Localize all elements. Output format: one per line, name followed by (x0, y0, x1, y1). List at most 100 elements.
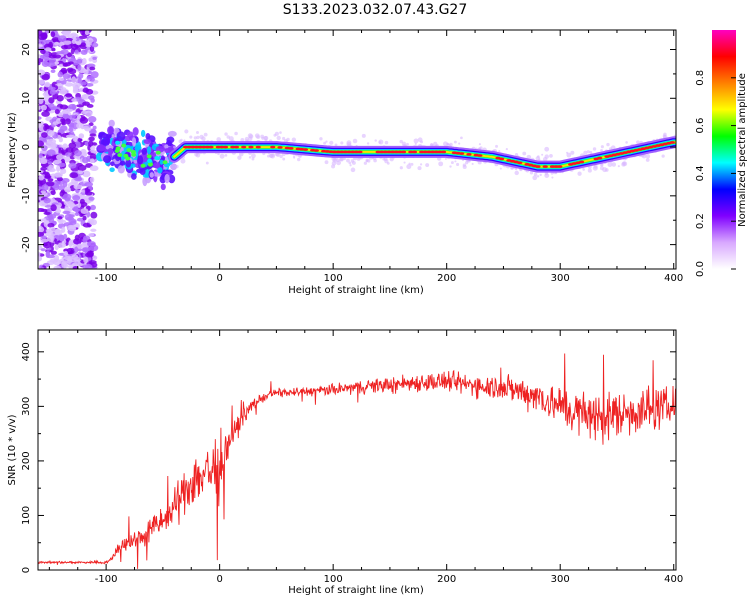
colorbar-tick-label: 0.6 (695, 118, 706, 134)
bottom-y-tick-label: 100 (21, 506, 32, 525)
scatter-peak (162, 160, 168, 165)
scatter-peak (115, 140, 121, 145)
ridge-peak (393, 150, 399, 154)
top-x-axis-label: Height of straight line (km) (288, 285, 424, 296)
colorbar-tick-label: 0.8 (695, 70, 706, 86)
ridge-peak (440, 150, 447, 154)
bottom-y-tick-label: 300 (21, 397, 32, 416)
top-plot-frame (37, 29, 677, 270)
top-y-tick-label: 10 (21, 92, 32, 105)
ridge-peak (346, 150, 352, 154)
ridge-peak (313, 149, 319, 152)
ridge-peak (288, 147, 294, 150)
scatter-peak (140, 163, 146, 168)
top-y-tick-label: -20 (21, 236, 32, 252)
ridge-peak (477, 154, 483, 157)
bottom-plot-frame (37, 329, 677, 571)
scatter-peak (147, 158, 153, 163)
scatter-peak (114, 148, 120, 153)
ridge-peak (499, 157, 505, 161)
bottom-x-tick-label: 200 (437, 574, 456, 585)
chart-title: S133.2023.032.07.43.G27 (282, 2, 468, 18)
bottom-x-tick-label: 400 (664, 574, 683, 585)
top-x-tick-label: -100 (95, 273, 118, 284)
scatter-peak (117, 152, 123, 157)
ridge-peak (197, 145, 203, 149)
ridge-peak (193, 145, 200, 149)
ridge-peak (466, 153, 472, 156)
bottom-y-axis-label: SNR (10 * v/v) (7, 414, 18, 485)
bottom-y-tick-label: 400 (21, 342, 32, 361)
ridge-peak (204, 145, 210, 149)
top-y-tick-label: 20 (21, 43, 32, 56)
ridge-peak (426, 150, 432, 154)
ridge-peak (597, 156, 603, 160)
scatter-peak (130, 149, 136, 154)
scatter-peak (126, 148, 132, 153)
ridge-peak (331, 150, 338, 154)
ridge-peak (186, 145, 192, 149)
top-y-tick-label: 0 (21, 144, 32, 150)
ridge-peak (386, 150, 392, 154)
top-x-tick-label: 100 (324, 273, 343, 284)
ridge-peak (535, 165, 541, 168)
top-x-tick-label: 300 (551, 273, 570, 284)
ridge-peak (669, 141, 675, 144)
ridge-peak (379, 150, 385, 154)
ridge-peak (390, 150, 396, 154)
colorbar-tick-label: 0.2 (695, 213, 706, 229)
top-x-tick-label: 200 (437, 273, 456, 284)
colorbar-tick-label: 0.4 (695, 165, 706, 181)
scatter-peak (155, 150, 161, 155)
ridge-peak (248, 145, 254, 149)
snr-body (38, 353, 676, 569)
ridge-peak (422, 150, 428, 154)
top-y-axis-label: Frequency (Hz) (7, 112, 18, 188)
scatter-peak (146, 154, 152, 159)
ridge-peak (190, 145, 196, 149)
bottom-x-tick-label: -100 (95, 574, 118, 585)
ridge-peak (219, 145, 225, 149)
ridge-peak (357, 150, 363, 154)
ridge-peak (182, 145, 189, 149)
spectrogram-body (38, 30, 676, 269)
ridge-peak (397, 150, 403, 154)
ridge-peak (233, 145, 240, 149)
ridge-peak (408, 150, 414, 154)
scatter-peak (125, 156, 131, 161)
ridge-peak (430, 150, 436, 154)
ridge-peak (578, 160, 585, 164)
ridge-peak (270, 145, 276, 149)
ridge-peak (433, 150, 439, 154)
top-x-tick-label: 400 (664, 273, 683, 284)
ridge-peak (201, 145, 207, 149)
ridge-peak (277, 146, 283, 149)
bottom-x-axis-label: Height of straight line (km) (288, 585, 424, 596)
ridge-peak (255, 145, 261, 149)
ridge-peak (553, 165, 559, 168)
snr-series-line (38, 353, 676, 569)
ridge-peak (400, 150, 407, 154)
top-x-tick-label: 0 (216, 273, 222, 284)
ridge-peak (411, 150, 418, 154)
ridge-peak (437, 150, 443, 154)
ridge-peak (459, 152, 465, 155)
ridge-peak (222, 145, 229, 149)
ridge-peak (353, 150, 359, 154)
ridge-peak (375, 150, 381, 154)
ridge-peak (342, 150, 349, 154)
colorbar (712, 30, 736, 269)
bottom-x-tick-label: 300 (551, 574, 570, 585)
ridge-peak (302, 148, 309, 151)
ridge-peak (419, 150, 425, 154)
ridge-peak (208, 145, 214, 149)
scatter-peak (121, 143, 127, 148)
ridge-peak (215, 145, 221, 149)
ridge-peak (350, 150, 356, 154)
ridge-peak (557, 165, 563, 168)
scatter-peak (147, 162, 153, 167)
ridge-peak (335, 150, 341, 154)
colorbar-tick-label: 0.0 (695, 261, 706, 277)
ridge-peak (517, 161, 523, 165)
